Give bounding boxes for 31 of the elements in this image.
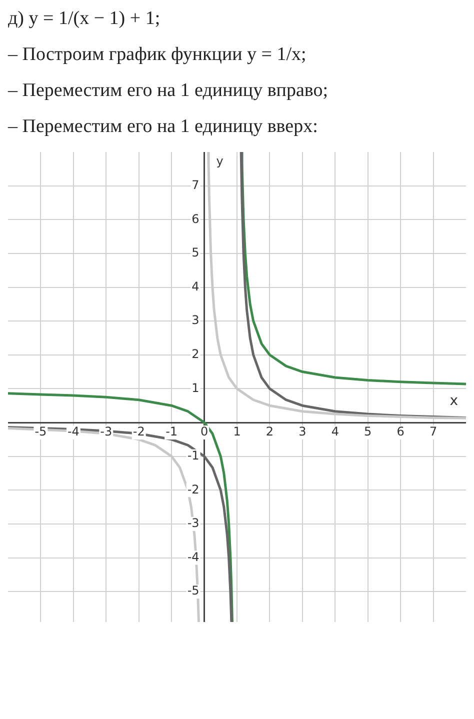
text: – Переместим его на 1 единицу вправо; [8, 80, 330, 102]
x-tick-label: 5 [364, 424, 372, 439]
y-tick-label: 5 [192, 246, 200, 260]
y-tick-label: 4 [192, 279, 200, 294]
x-tick-label: -3 [100, 424, 112, 439]
y-tick-label: -5 [187, 584, 200, 598]
y-tick-label: -3 [187, 516, 200, 530]
x-tick-label: -1 [166, 424, 178, 439]
x-axis-title: x [450, 393, 458, 410]
y-tick-label: 1 [192, 380, 200, 395]
y-tick-label: 2 [192, 347, 200, 362]
x-tick-label: 1 [233, 424, 241, 439]
y-tick-label: -4 [187, 550, 200, 564]
x-tick-label: -2 [132, 424, 145, 439]
x-tick-label: 2 [266, 424, 274, 439]
x-tick-label: 4 [331, 424, 339, 439]
x-tick-label: 7 [429, 424, 438, 439]
y-axis-title: y [216, 154, 224, 168]
y-tick-label: -2 [187, 482, 200, 496]
chart-title: д) y = 1/(x − 1) + 1; [8, 8, 162, 30]
y-tick-label: 3 [192, 313, 200, 328]
x-tick-label: 3 [298, 424, 306, 439]
text: – Переместим его на 1 единицу вверх: [8, 116, 319, 138]
y-tick-label: -1 [187, 448, 200, 462]
y-tick-label: 6 [192, 212, 200, 226]
x-tick-label: 6 [396, 424, 404, 439]
x-tick-label: -4 [67, 424, 80, 439]
x-tick-label: -5 [34, 424, 47, 439]
y-tick-label: 7 [192, 178, 200, 192]
x-tick-label: 0 [200, 424, 208, 439]
text: – Построим график функции y = 1/x; [8, 44, 308, 66]
